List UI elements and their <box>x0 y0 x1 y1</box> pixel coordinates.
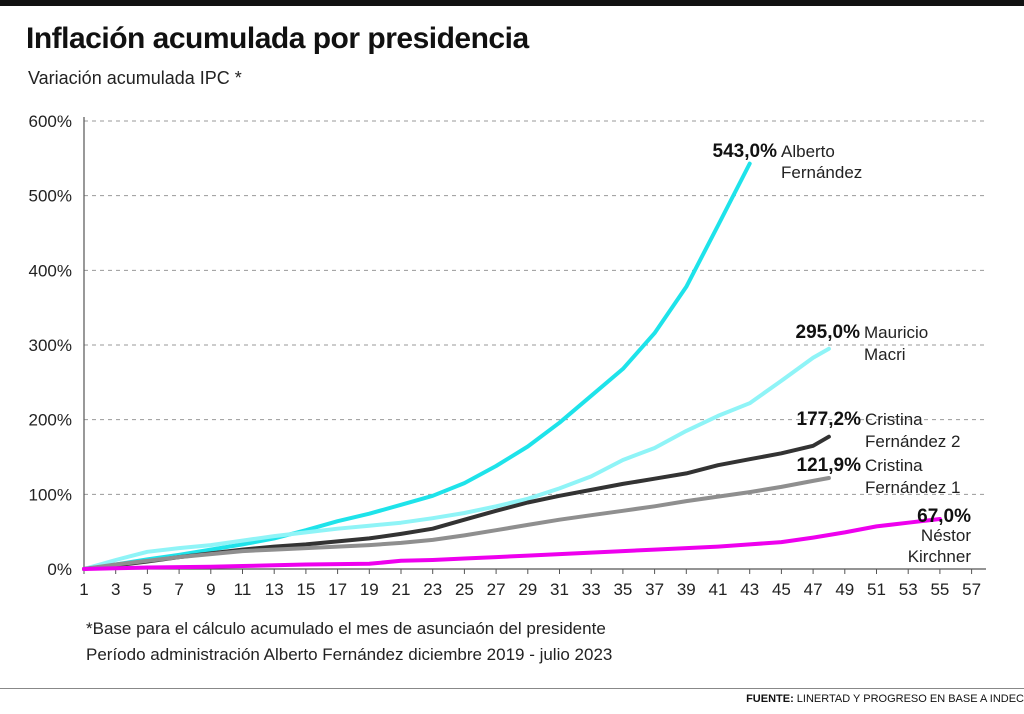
x-tick-label: 5 <box>143 580 152 599</box>
line-chart: 0%100%200%300%400%500%600%1 3 5 7 9 11 13 15 17 1… <box>29 112 986 599</box>
series-end-value: 67,0% <box>917 506 971 527</box>
series-line-cristina-fernandez-2 <box>82 434 831 571</box>
series-line-alberto-fernandez <box>82 161 752 571</box>
series-line-mauricio-macri <box>82 346 831 571</box>
x-tick-label: 25 <box>455 580 474 599</box>
series-end-value: 177,2% <box>797 409 862 430</box>
series-line-nestor-kirchner <box>82 517 942 571</box>
source-text: LINERTAD Y PROGRESO EN BASE A INDEC <box>796 693 1024 705</box>
series-name-line-1: Mauricio <box>864 323 928 342</box>
x-tick-label: 39 <box>677 580 696 599</box>
x-tick-label: 11 <box>234 580 252 599</box>
x-tick-label: 43 <box>740 580 759 599</box>
source-label: FUENTE: <box>746 693 794 705</box>
footnote-period: Período administración Alberto Fernández… <box>86 645 613 664</box>
top-bar <box>0 0 1024 6</box>
series-lines <box>82 161 942 571</box>
series-name-line-1: Néstor <box>921 526 971 545</box>
axes: 0%100%200%300%400%500%600%1 3 5 7 9 11 13 15 17 1… <box>29 112 986 599</box>
y-tick-label: 0% <box>47 560 72 579</box>
series-end-value: 121,9% <box>797 455 862 476</box>
series-name-line-2: Macri <box>864 345 906 364</box>
x-tick-label: 29 <box>518 580 537 599</box>
y-tick-label: 400% <box>29 261 72 280</box>
series-end-value: 295,0% <box>796 322 861 343</box>
x-tick-label: 53 <box>899 580 918 599</box>
y-tick-label: 200% <box>29 411 72 430</box>
x-tick-label: 19 <box>360 580 379 599</box>
series-end-value: 543,0% <box>713 141 778 162</box>
x-tick-label: 3 <box>111 580 120 599</box>
x-tick-label: 1 <box>79 580 88 599</box>
x-tick-label: 17 <box>328 580 347 599</box>
y-tick-label: 600% <box>29 112 72 131</box>
source-note: FUENTE: LINERTAD Y PROGRESO EN BASE A IN… <box>746 693 1024 705</box>
y-tick-label: 500% <box>29 187 72 206</box>
x-tick-label: 55 <box>930 580 949 599</box>
x-tick-label: 15 <box>296 580 315 599</box>
x-tick-label: 9 <box>206 580 215 599</box>
series-name-line-1: Alberto <box>781 142 835 161</box>
x-tick-label: 13 <box>265 580 284 599</box>
x-tick-label: 21 <box>392 580 411 599</box>
x-tick-label: 49 <box>835 580 854 599</box>
x-tick-label: 27 <box>487 580 506 599</box>
chart-title: Inflación acumulada por presidencia <box>26 22 529 55</box>
x-tick-label: 31 <box>550 580 569 599</box>
x-tick-label: 35 <box>613 580 632 599</box>
end-labels: 543,0% Alberto Fernández 295,0% Mauricio Macr… <box>713 141 972 566</box>
x-tick-label: 7 <box>174 580 183 599</box>
y-tick-label: 300% <box>29 336 72 355</box>
x-tick-label: 37 <box>645 580 664 599</box>
series-name-line-2: Fernández 2 <box>865 432 960 451</box>
bottom-divider <box>0 688 1024 689</box>
x-tick-label: 51 <box>867 580 886 599</box>
series-name-line-2: Kirchner <box>908 547 972 566</box>
x-tick-label: 23 <box>423 580 442 599</box>
chart-subtitle: Variación acumulada IPC * <box>28 68 242 88</box>
series-name-line-1: Cristina <box>865 410 923 429</box>
y-tick-label: 100% <box>29 485 72 504</box>
x-tick-label: 57 <box>962 580 981 599</box>
footnote-base: *Base para el cálculo acumulado el mes d… <box>86 619 606 638</box>
x-tick-label: 45 <box>772 580 791 599</box>
x-tick-label: 41 <box>709 580 728 599</box>
x-tick-label: 47 <box>804 580 823 599</box>
series-name-line-1: Cristina <box>865 456 923 475</box>
series-line-cristina-fernandez-1 <box>82 476 831 571</box>
series-name-line-2: Fernández <box>781 163 862 182</box>
x-tick-label: 33 <box>582 580 601 599</box>
series-name-line-2: Fernández 1 <box>865 478 960 497</box>
